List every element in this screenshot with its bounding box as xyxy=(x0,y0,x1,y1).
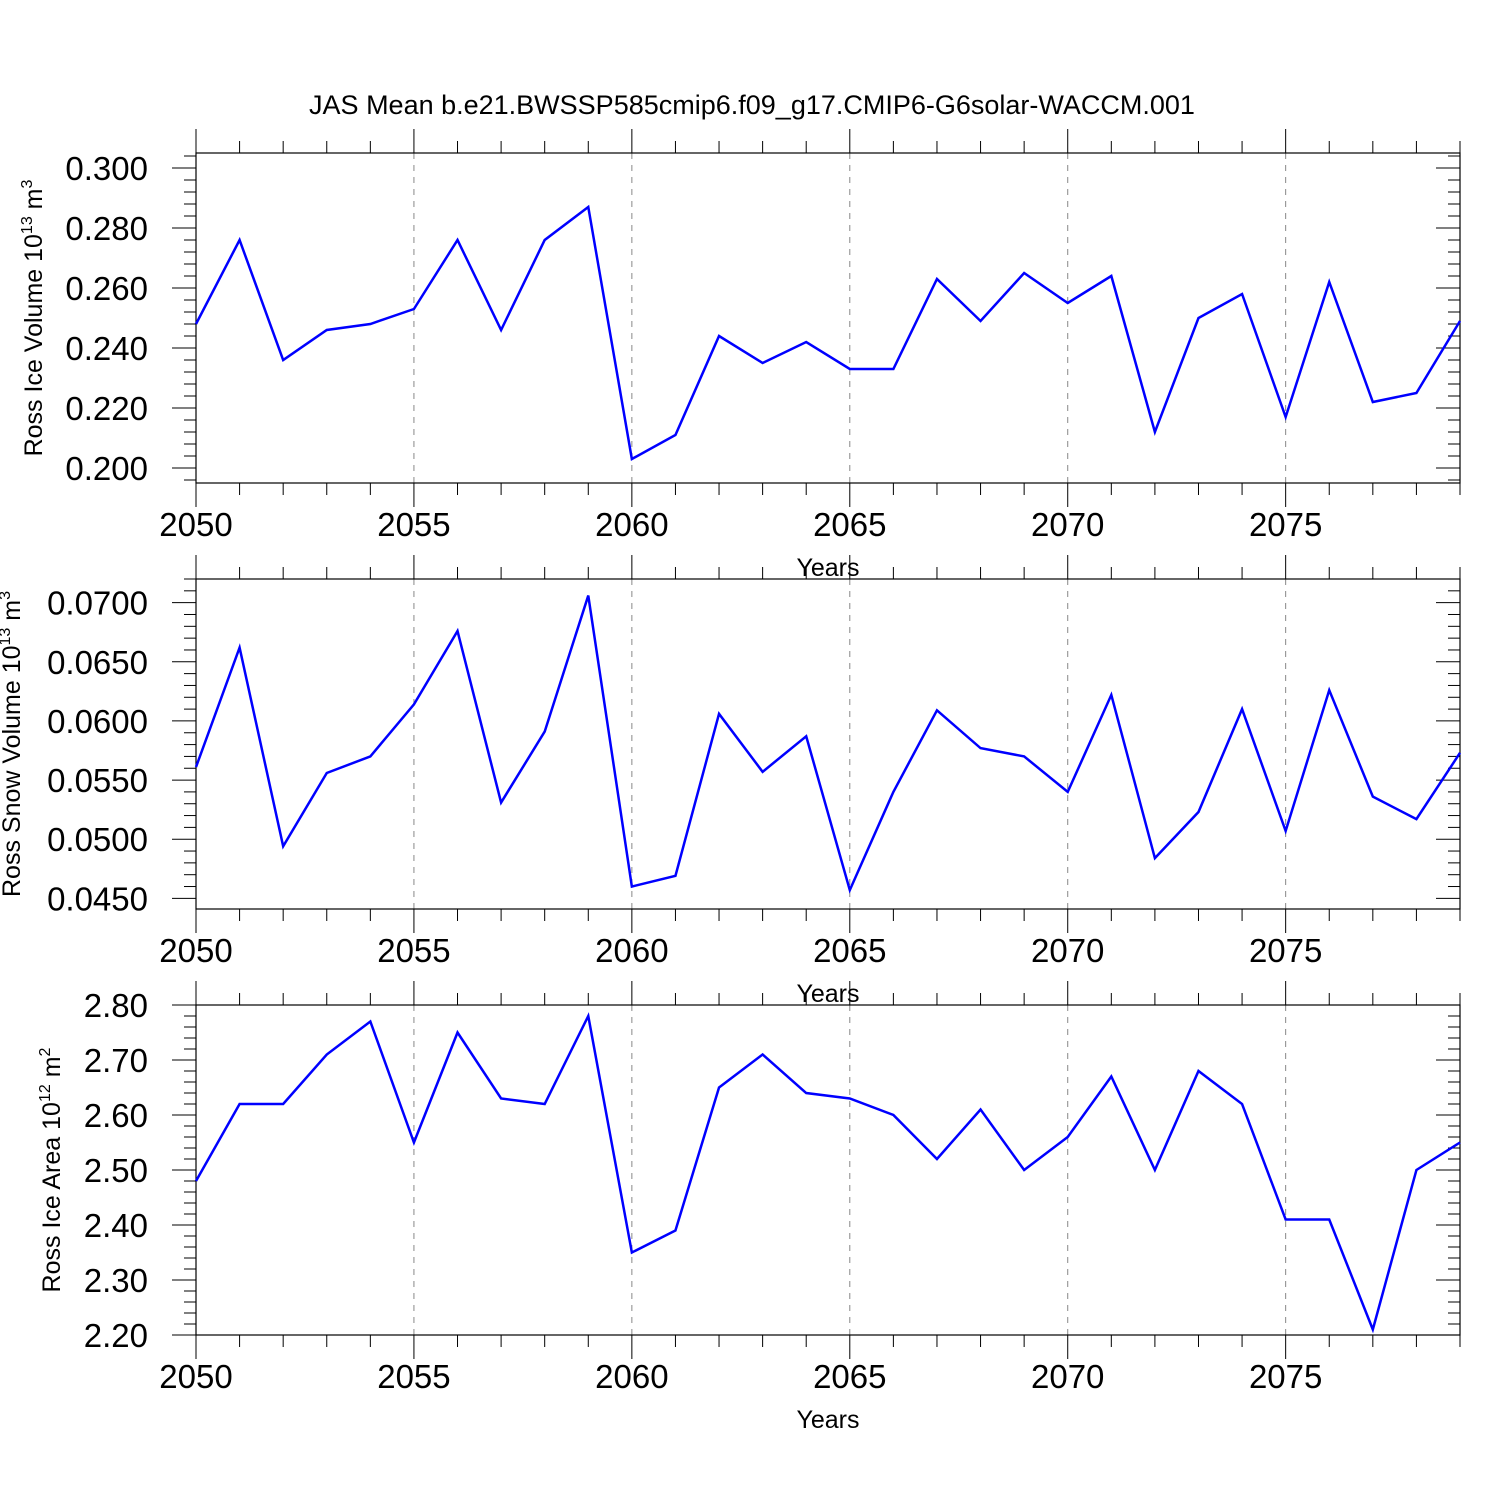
ice-area-panel: Ross Ice Area 1012 m2 Years 2.20 2.30 2.40… xyxy=(37,981,1461,1434)
snow-volume-frame xyxy=(195,578,1461,910)
ice-area-xlabel: Years xyxy=(796,1406,859,1434)
ice-area-frame xyxy=(195,1004,1461,1336)
ice-area-y-tick-label: 2.50 xyxy=(84,1152,148,1189)
ice-volume-xlabel: Years xyxy=(796,554,859,582)
ice-area-y-tick-label: 2.20 xyxy=(84,1317,148,1354)
ice-area-y-tick-label: 2.80 xyxy=(84,987,148,1024)
ice-volume-y-tick-label: 0.280 xyxy=(65,210,148,247)
ice-area-x-tick-label: 2075 xyxy=(1249,1358,1322,1395)
ice-area-x-tick-label: 2055 xyxy=(377,1358,450,1395)
snow-volume-y-tick-label: 0.0550 xyxy=(47,762,148,799)
ice-volume-panel: Ross Ice Volume 1013 m3 Years 0.200 0.220… xyxy=(19,129,1462,582)
figure-title: JAS Mean b.e21.BWSSP585cmip6.f09_g17.CMI… xyxy=(309,90,1195,120)
ice-area-series-line xyxy=(194,1012,1461,1334)
ice-volume-series-line xyxy=(194,204,1462,461)
snow-volume-xlabel: Years xyxy=(796,980,859,1008)
ice-area-y-tick-label: 2.60 xyxy=(84,1097,148,1134)
ice-volume-y-tick-label: 0.220 xyxy=(65,390,148,427)
snow-volume-y-tick-label: 0.0600 xyxy=(47,703,148,740)
snow-volume-panel: Ross Snow Volume 1013 m3 Years 0.0450 0.0… xyxy=(0,555,1462,1008)
snow-volume-x-tick-label: 2065 xyxy=(813,932,886,969)
ice-area-x-tick-label: 2060 xyxy=(595,1358,668,1395)
ice-volume-x-tick-label: 2060 xyxy=(595,506,668,543)
snow-volume-y-tick-label: 0.0700 xyxy=(47,585,148,622)
snow-volume-y-tick-label: 0.0500 xyxy=(47,821,148,858)
snow-volume-x-tick-label: 2055 xyxy=(377,932,450,969)
ice-volume-x-tick-label: 2065 xyxy=(813,506,886,543)
snow-volume-x-tick-label: 2060 xyxy=(595,932,668,969)
ice-area-y-tick-label: 2.70 xyxy=(84,1042,148,1079)
snow-volume-x-tick-label: 2070 xyxy=(1031,932,1104,969)
ice-area-y-tick-label: 2.40 xyxy=(84,1207,148,1244)
ice-volume-x-tick-label: 2070 xyxy=(1031,506,1104,543)
ice-volume-y-tick-label: 0.240 xyxy=(65,330,148,367)
ice-volume-frame xyxy=(195,152,1461,484)
ice-area-x-tick-label: 2065 xyxy=(813,1358,886,1395)
snow-volume-y-tick-label: 0.0650 xyxy=(47,644,148,681)
snow-volume-x-tick-label: 2075 xyxy=(1249,932,1322,969)
ice-area-x-tick-label: 2070 xyxy=(1031,1358,1104,1395)
ice-volume-y-tick-label: 0.200 xyxy=(65,450,148,487)
ice-volume-x-tick-label: 2055 xyxy=(377,506,450,543)
ice-volume-x-tick-label: 2050 xyxy=(159,506,232,543)
ice-volume-x-tick-label: 2075 xyxy=(1249,506,1322,543)
ice-volume-y-tick-label: 0.300 xyxy=(65,150,148,187)
ice-area-y-tick-label: 2.30 xyxy=(84,1262,148,1299)
snow-volume-series-line xyxy=(194,595,1462,894)
snow-volume-x-tick-label: 2050 xyxy=(159,932,232,969)
ice-volume-y-tick-label: 0.260 xyxy=(65,270,148,307)
ice-volume-ylabel: Ross Ice Volume 1013 m3 xyxy=(19,179,48,456)
ice-area-x-tick-label: 2050 xyxy=(159,1358,232,1395)
ice-area-ylabel: Ross Ice Area 1012 m2 xyxy=(37,1047,66,1292)
snow-volume-y-tick-label: 0.0450 xyxy=(47,880,148,917)
snow-volume-ylabel: Ross Snow Volume 1013 m3 xyxy=(0,591,26,897)
